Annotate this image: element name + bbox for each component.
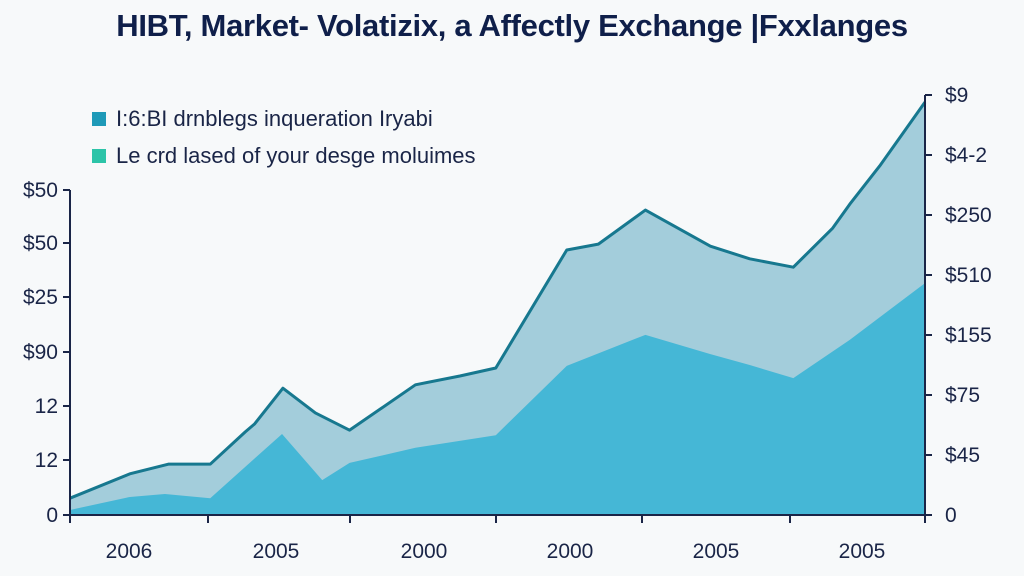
x-tick-label: 2000 (401, 540, 448, 563)
x-tick-label: 2005 (693, 540, 740, 563)
right-tick-label: 0 (945, 504, 957, 527)
x-tick-label: 2005 (839, 540, 886, 563)
legend-item-series-1: I:6:BI drnblegs inqueration Iryabi (92, 106, 433, 132)
right-tick-label: $250 (945, 204, 992, 227)
legend-swatch-series-2 (92, 149, 106, 163)
right-tick-label: $510 (945, 264, 992, 287)
left-tick-label: $25 (23, 286, 58, 309)
chart-title: HIBT, Market- Volatizix, a Affectly Exch… (116, 8, 908, 43)
right-tick-label: $75 (945, 384, 980, 407)
legend-label-series-1: I:6:BI drnblegs inqueration Iryabi (116, 106, 433, 131)
right-tick-label: $9 (945, 84, 968, 107)
legend-swatch-series-1 (92, 112, 106, 126)
line-series-1 (69, 101, 927, 500)
left-tick-label: 0 (46, 504, 58, 527)
x-tick-label: 2006 (106, 540, 153, 563)
legend-label-series-2: Le crd lased of your desge moluimes (116, 143, 476, 168)
legend-item-series-2: Le crd lased of your desge moluimes (92, 143, 476, 169)
x-tick-label: 2005 (253, 540, 300, 563)
right-tick-label: $155 (945, 324, 992, 347)
area-series-2 (70, 283, 925, 515)
right-tick-label: $45 (945, 444, 980, 467)
left-tick-label: $50 (23, 232, 58, 255)
left-tick-label: $50 (23, 179, 58, 202)
left-tick-label: $90 (23, 341, 58, 364)
x-tick-label: 2000 (547, 540, 594, 563)
left-tick-label: 12 (35, 449, 58, 472)
left-tick-label: 12 (35, 395, 58, 418)
right-tick-label: $4-2 (945, 144, 987, 167)
